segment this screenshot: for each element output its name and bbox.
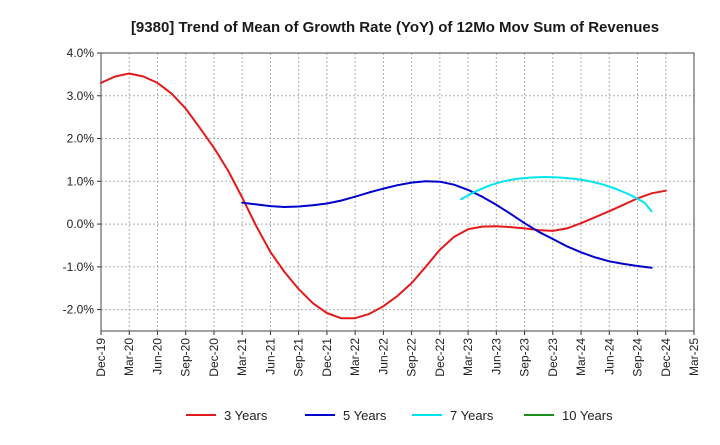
legend: 3 Years 5 Years 7 Years 10 Years — [186, 408, 613, 423]
legend-label: 3 Years — [224, 408, 268, 423]
x-tick-label: Sep-22 — [405, 338, 419, 377]
x-tick-label: Dec-20 — [207, 338, 221, 377]
x-tick-label: Dec-24 — [659, 338, 673, 377]
x-tick-label: Sep-23 — [518, 338, 532, 377]
x-tick-label: Jun-21 — [263, 338, 277, 375]
x-tick-label: Dec-23 — [546, 338, 560, 377]
legend-label: 5 Years — [343, 408, 387, 423]
x-tick-label: Sep-24 — [631, 338, 645, 377]
x-tick-label: Sep-21 — [292, 338, 306, 377]
chart-title: [9380] Trend of Mean of Growth Rate (YoY… — [131, 19, 659, 36]
y-tick-label: 3.0% — [67, 89, 95, 103]
y-tick-label: 2.0% — [67, 132, 95, 146]
x-tick-label: Mar-25 — [687, 338, 701, 376]
x-tick-label: Mar-23 — [461, 338, 475, 376]
series-line-7-years — [460, 176, 653, 213]
x-tick-label: Mar-21 — [235, 338, 249, 376]
legend-label: 10 Years — [562, 408, 613, 423]
x-tick-label: Mar-20 — [122, 338, 136, 376]
x-tick-label: Mar-22 — [348, 338, 362, 376]
x-tick-label: Jun-22 — [376, 338, 390, 375]
x-tick-label: Sep-20 — [179, 338, 193, 377]
y-tick-label: 4.0% — [67, 46, 95, 60]
x-tick-label: Dec-21 — [320, 338, 334, 377]
series-layer — [100, 72, 667, 320]
x-tick-label: Dec-19 — [94, 338, 108, 377]
axis-layer: -2.0% -1.0% 0.0% 1.0% 2.0% 3.0% 4.0% Dec-19 Mar-… — [63, 46, 701, 377]
series-line-5-years — [241, 180, 653, 269]
y-tick-label: -2.0% — [63, 303, 95, 317]
x-tick-label: Dec-22 — [433, 338, 447, 377]
y-tick-label: 0.0% — [67, 217, 95, 231]
x-tick-label: Jun-23 — [489, 338, 503, 375]
x-tick-label: Mar-24 — [574, 338, 588, 376]
y-tick-label: 1.0% — [67, 174, 95, 188]
legend-label: 7 Years — [450, 408, 494, 423]
plot-frame — [100, 52, 695, 332]
y-tick-label: -1.0% — [63, 260, 95, 274]
series-line-3-years — [100, 72, 667, 320]
grid-layer — [101, 52, 694, 331]
x-tick-label: Jun-20 — [150, 338, 164, 375]
x-tick-label: Jun-24 — [602, 338, 616, 375]
